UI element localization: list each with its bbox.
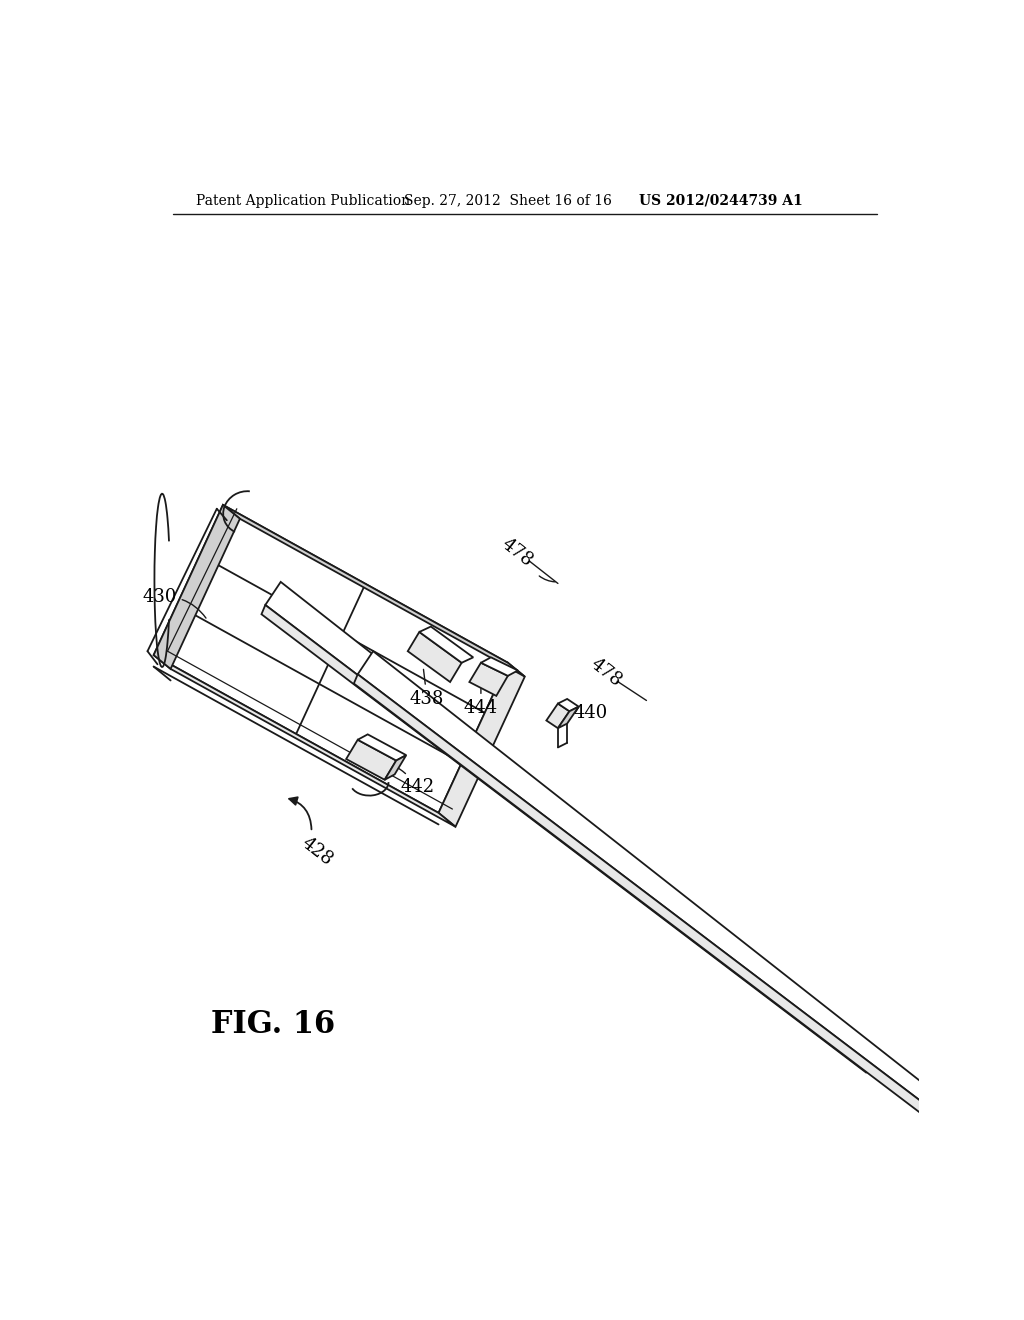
Text: 442: 442 [380, 760, 434, 796]
Polygon shape [354, 675, 963, 1142]
Polygon shape [357, 734, 407, 760]
Polygon shape [869, 1048, 885, 1069]
Polygon shape [261, 605, 869, 1072]
Polygon shape [438, 663, 524, 826]
Polygon shape [223, 506, 524, 677]
FancyArrowPatch shape [289, 797, 311, 829]
Text: Patent Application Publication: Patent Application Publication [196, 194, 411, 207]
Polygon shape [385, 755, 407, 780]
Text: 440: 440 [560, 704, 607, 722]
Text: 428: 428 [298, 834, 336, 869]
Text: US 2012/0244739 A1: US 2012/0244739 A1 [639, 194, 803, 207]
Text: 478: 478 [498, 535, 537, 570]
Polygon shape [469, 663, 508, 696]
Polygon shape [558, 706, 579, 729]
Polygon shape [408, 632, 462, 682]
Polygon shape [419, 627, 473, 663]
Text: 478: 478 [588, 655, 626, 690]
Text: Sep. 27, 2012  Sheet 16 of 16: Sep. 27, 2012 Sheet 16 of 16 [403, 194, 611, 207]
Polygon shape [481, 657, 518, 676]
Text: 444: 444 [464, 681, 498, 717]
Polygon shape [154, 655, 456, 826]
Polygon shape [963, 1117, 978, 1139]
Polygon shape [154, 506, 240, 669]
Text: 430: 430 [142, 589, 206, 618]
Polygon shape [346, 739, 396, 780]
Text: FIG. 16: FIG. 16 [211, 1010, 336, 1040]
Polygon shape [265, 582, 873, 1063]
Polygon shape [154, 506, 508, 813]
Text: 438: 438 [410, 669, 444, 708]
Polygon shape [547, 704, 569, 729]
Polygon shape [558, 700, 579, 711]
Polygon shape [357, 651, 966, 1133]
